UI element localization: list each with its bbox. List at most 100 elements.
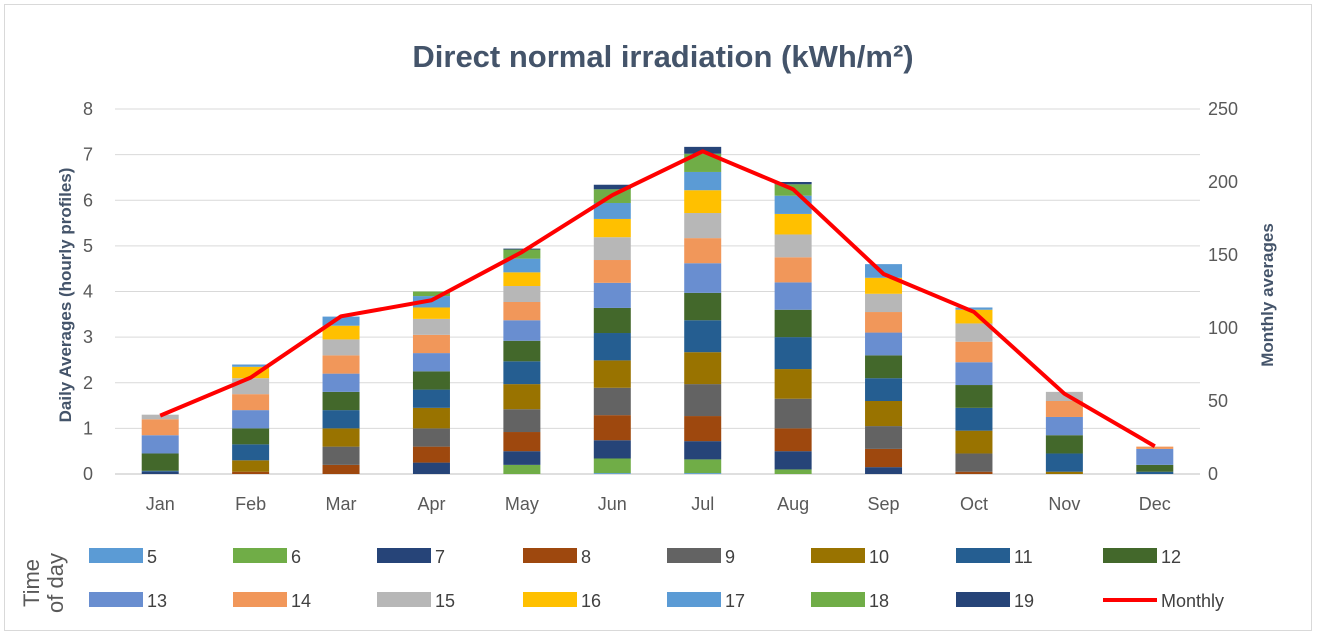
bar-segment bbox=[774, 469, 812, 474]
bar-segment bbox=[232, 428, 270, 445]
bar-segment bbox=[593, 282, 631, 308]
bar-segment bbox=[865, 355, 903, 379]
bar-segment bbox=[684, 213, 722, 239]
bar-segment bbox=[503, 409, 541, 433]
bar-segment bbox=[141, 470, 179, 472]
bar-segment bbox=[1045, 471, 1083, 474]
bar-segment bbox=[1045, 416, 1083, 436]
legend-swatch bbox=[956, 592, 1010, 607]
bar-segment bbox=[865, 312, 903, 333]
bar-segment bbox=[774, 309, 812, 338]
bar-segment bbox=[955, 430, 993, 454]
bar-segment bbox=[593, 360, 631, 388]
bar-segment bbox=[141, 453, 179, 471]
bar-segment bbox=[1045, 401, 1083, 417]
legend-label: 18 bbox=[869, 591, 889, 611]
bar-segment bbox=[593, 237, 631, 261]
bar-segment bbox=[684, 459, 722, 474]
bar-segment bbox=[232, 460, 270, 472]
bar-segment bbox=[774, 369, 812, 399]
bar-segment bbox=[593, 440, 631, 459]
bar-segment bbox=[684, 320, 722, 353]
y2-axis-ticks: 0 50 100 150 200 250 bbox=[1208, 99, 1238, 484]
legend-swatch bbox=[89, 592, 143, 607]
y-axis-label: Daily Averages (hourly profiles) bbox=[56, 168, 75, 423]
legend-swatch bbox=[377, 592, 431, 607]
bar-segment bbox=[141, 435, 179, 454]
legend-swatch bbox=[1103, 548, 1157, 563]
legend-swatch bbox=[89, 548, 143, 563]
bar-segment bbox=[684, 416, 722, 442]
bar-segment bbox=[322, 428, 360, 447]
bar-segment bbox=[232, 410, 270, 429]
bar-segment bbox=[684, 352, 722, 385]
bar-segment bbox=[1136, 471, 1174, 474]
bar-segment bbox=[955, 362, 993, 386]
legend-label: 13 bbox=[147, 591, 167, 611]
bar-segment bbox=[503, 301, 541, 321]
bar-segment bbox=[232, 364, 270, 367]
legend-swatch bbox=[667, 548, 721, 563]
x-axis-ticks: Jan Feb Mar Apr May Jun Jul Aug Sep Oct Nov Dec bbox=[146, 494, 1171, 514]
legend-label: 8 bbox=[581, 547, 591, 567]
bar-segment bbox=[232, 444, 270, 461]
legend-swatch bbox=[523, 548, 577, 563]
x-tick-label: Aug bbox=[777, 494, 809, 514]
y-axis-ticks: 0 1 2 3 4 5 6 7 8 bbox=[83, 99, 93, 484]
bar-segment bbox=[412, 407, 450, 429]
x-tick-label: Feb bbox=[235, 494, 266, 514]
bar-segment bbox=[1136, 446, 1174, 449]
legend-swatch bbox=[233, 592, 287, 607]
bar-segment bbox=[503, 258, 541, 273]
bar-segment bbox=[865, 277, 903, 294]
x-tick-label: Jan bbox=[146, 494, 175, 514]
bar-segment bbox=[774, 337, 812, 370]
bar-segment bbox=[593, 260, 631, 283]
legend-label: 10 bbox=[869, 547, 889, 567]
bar-segment bbox=[503, 272, 541, 287]
bar-segment bbox=[232, 366, 270, 379]
legend-label: 19 bbox=[1014, 591, 1034, 611]
bar-segment bbox=[684, 441, 722, 460]
legend-swatch bbox=[811, 592, 865, 607]
bar-segment bbox=[955, 453, 993, 472]
bar-segment bbox=[503, 464, 541, 474]
bar-segment bbox=[955, 407, 993, 431]
y-tick-label: 2 bbox=[83, 373, 93, 393]
bar-segment bbox=[774, 428, 812, 452]
legend-swatch bbox=[233, 548, 287, 563]
bar-segment bbox=[774, 213, 812, 235]
bar-segment bbox=[684, 384, 722, 417]
x-tick-label: May bbox=[505, 494, 539, 514]
bar-segment bbox=[141, 414, 179, 420]
bar-segment bbox=[774, 182, 812, 185]
bar-segment bbox=[412, 318, 450, 335]
bar-segment bbox=[955, 385, 993, 408]
bar-segment bbox=[1136, 464, 1174, 472]
bar-segment bbox=[593, 387, 631, 416]
bar-segment bbox=[593, 218, 631, 238]
monthly-line bbox=[159, 149, 1156, 448]
bar-segment bbox=[503, 248, 541, 250]
bar-segment bbox=[865, 378, 903, 401]
bar-segment bbox=[503, 432, 541, 452]
legend-title-line: of day bbox=[43, 553, 68, 613]
bar-segment bbox=[322, 339, 360, 356]
y2-tick-label: 250 bbox=[1208, 99, 1238, 119]
bar-segment bbox=[593, 458, 631, 474]
bar-segment bbox=[322, 446, 360, 465]
bar-segment bbox=[412, 334, 450, 354]
bar-segment bbox=[593, 307, 631, 334]
bar-segment bbox=[593, 184, 631, 190]
legend-label: 14 bbox=[291, 591, 311, 611]
bar-segment bbox=[412, 307, 450, 319]
y2-tick-label: 50 bbox=[1208, 391, 1228, 411]
y-tick-label: 0 bbox=[83, 464, 93, 484]
chart-title: Direct normal irradiation (kWh/m²) bbox=[412, 39, 913, 74]
bar-segment bbox=[865, 448, 903, 468]
y-tick-label: 5 bbox=[83, 236, 93, 256]
bar-segment bbox=[412, 371, 450, 390]
legend: 5 6 7 8 9 10 11 12 13 14 15 16 17 18 19 Monthly bbox=[89, 547, 1224, 611]
bar-segment bbox=[412, 291, 450, 297]
